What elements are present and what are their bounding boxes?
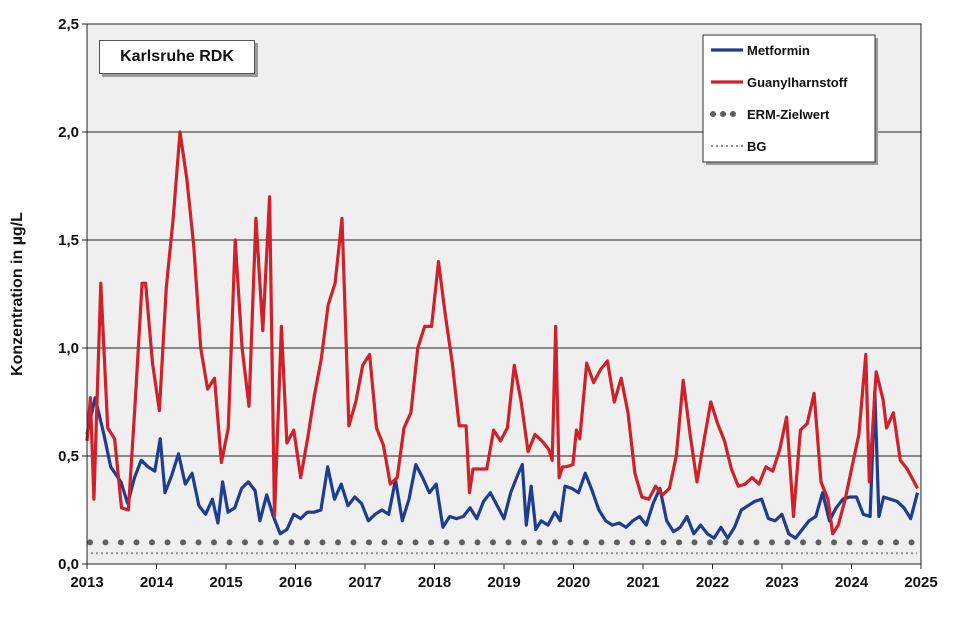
x-tick-label: 2019: [487, 574, 520, 591]
x-tick-label: 2024: [835, 574, 869, 591]
y-tick-label: 0,0: [58, 556, 79, 573]
legend-label-metformin: Metformin: [747, 43, 810, 58]
y-tick-label: 1,0: [58, 340, 79, 357]
y-tick-label: 2,5: [58, 16, 79, 33]
x-tick-label: 2014: [140, 574, 174, 591]
legend-label-erm-zielwert: ERM-Zielwert: [747, 107, 830, 122]
legend-label-bg: BG: [747, 139, 767, 154]
series-line-metformin: [85, 389, 920, 540]
x-tick-label: 2023: [765, 574, 798, 591]
y-tick-label: 1,5: [58, 232, 79, 249]
y-tick-label: 2,0: [58, 124, 79, 141]
x-tick-label: 2016: [279, 574, 312, 591]
x-tick-label: 2013: [70, 574, 103, 591]
x-tick-label: 2020: [557, 574, 590, 591]
x-tick-label: 2022: [696, 574, 729, 591]
chart-title: Karlsruhe RDK: [99, 40, 255, 74]
series-line-guanylharnstoff: [85, 130, 919, 536]
y-axis-label: Konzentration in µg/L: [9, 212, 26, 376]
x-tick-label: 2025: [904, 574, 937, 591]
legend-label-guanylharnstoff: Guanylharnstoff: [747, 75, 848, 90]
x-tick-label: 2021: [626, 574, 659, 591]
x-tick-label: 2015: [209, 574, 242, 591]
x-tick-label: 2017: [348, 574, 381, 591]
x-tick-label: 2018: [418, 574, 451, 591]
legend-box: [702, 34, 876, 163]
y-tick-label: 0,5: [58, 448, 79, 465]
